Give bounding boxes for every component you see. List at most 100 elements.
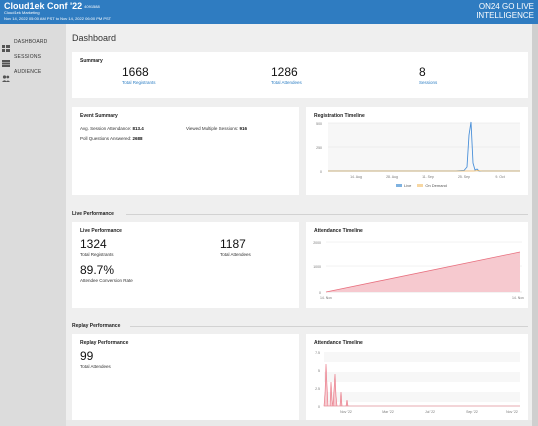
replay-attendees-value: 99 (80, 349, 94, 363)
replay-attendance-timeline-title: Attendance Timeline (314, 340, 363, 346)
replay-attendance-chart: 7.5 5 2.5 0 Nov '22 Mar '22 Jul '22 Sep … (315, 351, 520, 414)
dashboard-icon (2, 39, 10, 52)
brand-line-2: INTELLIGENCE (476, 11, 534, 20)
section-divider (126, 214, 528, 215)
legend-swatch (396, 184, 402, 188)
viewed-multiple-value: 916 (239, 126, 247, 131)
y-tick-label: 5 (318, 369, 320, 373)
brand-logo: ON24 GO LIVE INTELLIGENCE (464, 2, 534, 20)
event-title-block: Cloud1ek Conf '22 4091588 (4, 1, 100, 11)
sidebar-item-dashboard[interactable]: DASHBOARD (2, 37, 64, 52)
y-tick-label: 7.5 (315, 351, 320, 355)
viewed-multiple-label: Viewed Multiple Sessions: (186, 126, 239, 131)
x-tick-label: Nov '22 (506, 410, 518, 414)
x-tick-label: Nov '22 (340, 410, 352, 414)
live-attendance-chart: 2000 1000 0 14. Nov 14. Nov (313, 241, 524, 300)
y-tick-label: 0 (319, 291, 321, 295)
avg-attendance-label: Avg. Session Attendance: (80, 126, 132, 131)
attendance-line (325, 251, 521, 293)
sidebar-item-label: AUDIENCE (14, 69, 42, 75)
plot-band (324, 352, 520, 362)
sessions-value: 8 (419, 65, 426, 79)
x-tick-label: 28. Aug (386, 175, 398, 179)
plot-band (324, 392, 520, 402)
replay-attendance-area (323, 363, 520, 407)
live-attendees-label: Total Attendees (220, 252, 251, 257)
live-registrants-label: Total Registrants (80, 252, 114, 257)
app-header: Cloud1ek Conf '22 4091588 Cloud1ek Market… (0, 0, 538, 24)
event-summary-panel: Event Summary Avg. Session Attendance: 8… (72, 107, 299, 195)
event-dates: Nov 14, 2022 05:00 AM PST to Nov 14, 202… (4, 16, 112, 21)
live-performance-title: Live Performance (80, 228, 122, 234)
x-tick-label: 14. Nov (512, 296, 524, 300)
x-tick-label: 25. Sep (458, 175, 470, 179)
organization-name: Cloud1ek Marketing (4, 10, 40, 15)
x-tick-label: Sep '22 (466, 410, 478, 414)
avg-attendance-stat: Avg. Session Attendance: 813.4 (80, 126, 144, 131)
y-tick-label: 500 (316, 122, 322, 126)
chart-legend: Live On Demand (396, 183, 447, 188)
y-tick-label: 0 (320, 170, 322, 174)
total-attendees-value: 1286 (271, 65, 298, 79)
sessions-link[interactable]: Sessions (419, 80, 438, 85)
legend-swatch (417, 184, 424, 188)
y-tick-label: 2000 (313, 241, 321, 245)
main-content: Dashboard Summary 1668 Total Registrants… (66, 24, 532, 420)
summary-panel: Summary 1668 Total Registrants 1286 Tota… (72, 52, 528, 98)
live-performance-section-label: Live Performance (72, 211, 114, 217)
audience-icon (2, 69, 10, 82)
poll-answers-label: Poll Questions Answered: (80, 136, 132, 141)
event-summary-title: Event Summary (80, 113, 118, 119)
x-tick-label: 14. Aug (350, 175, 362, 179)
x-tick-label: Jul '22 (425, 410, 435, 414)
legend-label: On Demand (425, 183, 447, 188)
event-title: Cloud1ek Conf '22 (4, 1, 83, 11)
x-tick-label: 9. Oct (495, 175, 504, 179)
sidebar-item-audience[interactable]: AUDIENCE (2, 67, 64, 82)
x-tick-label: Mar '22 (382, 410, 394, 414)
y-tick-label: 0 (318, 405, 320, 409)
live-attendance-timeline-title: Attendance Timeline (314, 228, 363, 234)
brand-line-1: ON24 GO LIVE (478, 2, 534, 11)
y-tick-label: 2.5 (315, 387, 320, 391)
viewed-multiple-stat: Viewed Multiple Sessions: 916 (186, 126, 247, 131)
replay-performance-section-label: Replay Performance (72, 323, 121, 329)
live-registrants-value: 1324 (80, 237, 107, 251)
replay-attendees-label: Total Attendees (80, 364, 111, 369)
live-attendance-timeline-panel: Attendance Timeline 2000 1000 0 14. Nov … (306, 222, 528, 308)
plot-band (324, 372, 520, 382)
conversion-rate-label: Attendee Conversion Rate (80, 278, 133, 283)
registration-timeline-title: Registration Timeline (314, 113, 365, 119)
sidebar-item-label: DASHBOARD (14, 39, 48, 45)
sidebar-item-sessions[interactable]: SESSIONS (2, 52, 64, 67)
event-id: 4091588 (84, 4, 100, 10)
x-tick-label: 11. Sep (422, 175, 434, 179)
sessions-icon (2, 54, 10, 67)
x-tick-label: 14. Nov (320, 296, 332, 300)
live-attendees-value: 1187 (220, 237, 246, 251)
legend-item-ondemand[interactable]: On Demand (417, 183, 447, 188)
page-title: Dashboard (72, 33, 117, 43)
poll-answers-stat: Poll Questions Answered: 2688 (80, 136, 143, 141)
conversion-rate-value: 89.7% (80, 263, 115, 277)
y-tick-label: 1000 (313, 265, 321, 269)
total-attendees-link[interactable]: Total Attendees (271, 80, 302, 85)
poll-answers-value: 2688 (132, 136, 143, 141)
total-registrants-value: 1668 (122, 65, 149, 79)
legend-label: Live (404, 183, 412, 188)
replay-attendance-timeline-panel: Attendance Timeline 7.5 5 2.5 0 Nov '22 … (306, 334, 528, 420)
y-tick-label: 250 (316, 146, 322, 150)
registration-timeline-chart: 500 250 0 14. Aug 28. Aug 11. Sep 25. Se… (316, 121, 520, 179)
vertical-scrollbar[interactable] (532, 24, 538, 426)
replay-performance-title: Replay Performance (80, 340, 129, 346)
live-performance-panel: Live Performance 1324 Total Registrants … (72, 222, 299, 308)
sidebar: DASHBOARD SESSIONS AUDIENCE (0, 24, 66, 426)
replay-performance-panel: Replay Performance 99 Total Attendees (72, 334, 299, 420)
summary-title: Summary (80, 58, 103, 64)
legend-item-live[interactable]: Live (396, 183, 411, 188)
section-divider (130, 326, 528, 327)
registration-timeline-panel: Registration Timeline 500 250 0 14. Aug … (306, 107, 528, 195)
sidebar-item-label: SESSIONS (14, 54, 42, 60)
total-registrants-link[interactable]: Total Registrants (122, 80, 156, 85)
avg-attendance-value: 813.4 (132, 126, 144, 131)
